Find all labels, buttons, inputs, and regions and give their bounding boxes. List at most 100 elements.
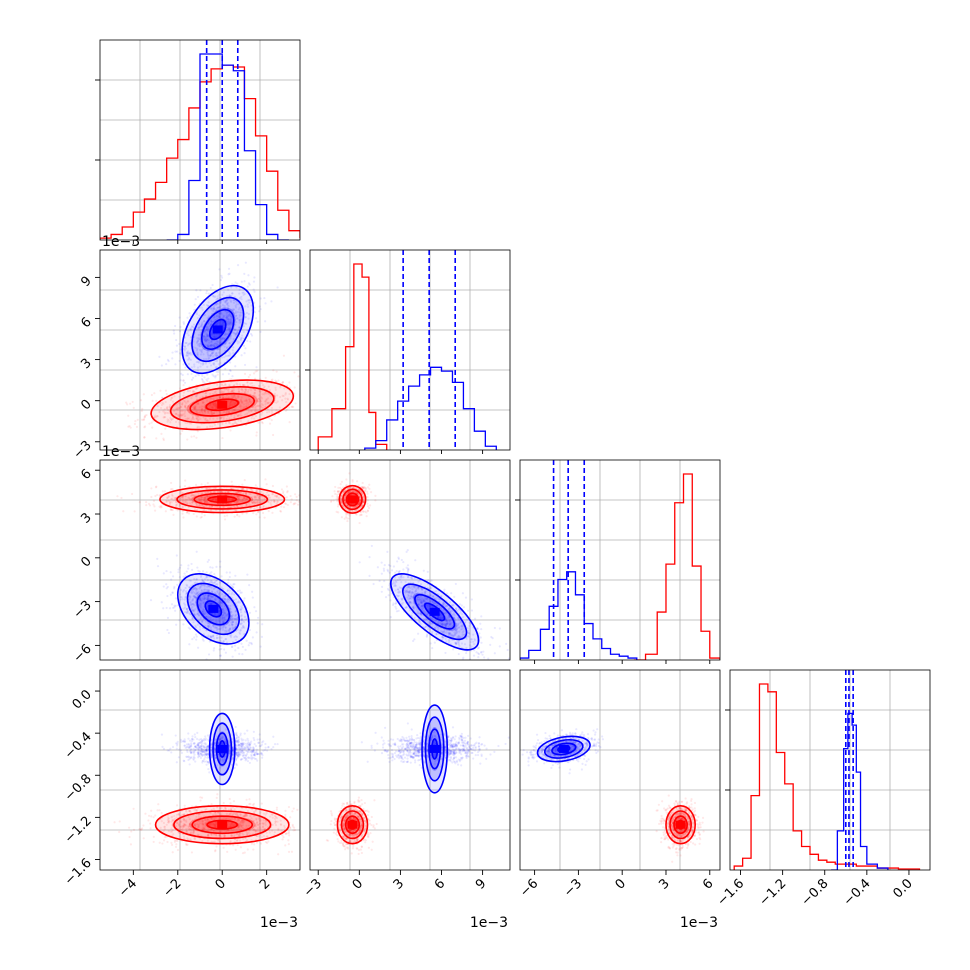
- scatter-point: [224, 598, 227, 601]
- scatter-point: [258, 389, 261, 393]
- scatter-point: [225, 629, 228, 632]
- scatter-point: [201, 597, 204, 600]
- scatter-point: [260, 381, 264, 384]
- scatter-point: [231, 292, 234, 295]
- scatter-point: [230, 615, 233, 618]
- scatter-point: [248, 283, 251, 286]
- scatter-point: [210, 595, 213, 598]
- scatter-point: [231, 410, 234, 413]
- scatter-point: [261, 406, 264, 409]
- scatter-point: [167, 409, 170, 412]
- scatter-point: [175, 813, 179, 816]
- scatter-point: [200, 750, 203, 753]
- scatter-point: [184, 595, 187, 598]
- scatter-point: [214, 497, 218, 500]
- scatter-point: [228, 813, 231, 816]
- scatter-point: [139, 828, 142, 831]
- scatter-point: [242, 815, 245, 818]
- scatter-point: [212, 362, 216, 365]
- scatter-point: [240, 742, 243, 745]
- scatter-point: [165, 500, 168, 503]
- scatter-point: [262, 828, 265, 831]
- scatter-point: [282, 836, 285, 839]
- scatter-point: [201, 395, 204, 398]
- scatter-point: [252, 753, 256, 756]
- scatter-point: [271, 511, 274, 514]
- scatter-point: [197, 825, 200, 829]
- scatter-point: [175, 403, 178, 406]
- scatter-point: [186, 511, 189, 514]
- scatter-point: [210, 339, 213, 342]
- scatter-point: [253, 606, 256, 609]
- scatter-point: [256, 759, 259, 762]
- scatter-point: [189, 579, 192, 582]
- scatter-point: [228, 592, 231, 595]
- scatter-point: [256, 369, 259, 372]
- scatter-point: [198, 348, 202, 352]
- scatter-point: [224, 806, 227, 809]
- scatter-point: [265, 491, 269, 494]
- scatter-point: [227, 391, 230, 394]
- scatter-point: [243, 497, 246, 500]
- scatter-point: [252, 288, 255, 291]
- scatter-point: [211, 402, 215, 405]
- scatter-point: [254, 830, 257, 833]
- scatter-point: [205, 487, 208, 490]
- scatter-point: [178, 825, 181, 828]
- scatter-point: [289, 827, 292, 830]
- scatter-point: [287, 842, 290, 846]
- scatter-point: [194, 593, 198, 596]
- scatter-point: [216, 306, 219, 309]
- scatter-point: [151, 399, 154, 403]
- scatter-point: [252, 810, 256, 813]
- scatter-point: [202, 744, 205, 747]
- scatter-point: [196, 833, 199, 836]
- scatter-point: [261, 741, 264, 744]
- scatter-point: [220, 636, 223, 639]
- scatter-point: [251, 500, 254, 503]
- contour-line: [159, 485, 286, 514]
- scatter-point: [241, 819, 244, 822]
- scatter-point: [228, 627, 232, 631]
- scatter-point: [209, 286, 212, 290]
- scatter-point: [244, 610, 247, 613]
- scatter-point: [219, 361, 222, 365]
- scatter-point: [228, 818, 231, 821]
- scatter-point: [280, 488, 284, 491]
- scatter-point: [228, 369, 232, 372]
- scatter-point: [227, 502, 231, 505]
- scatter-point: [304, 394, 306, 396]
- scatter-point: [192, 406, 195, 409]
- scatter-point: [210, 307, 213, 310]
- scatter-point: [197, 592, 200, 595]
- scatter-point: [221, 337, 225, 340]
- scatter-point: [222, 616, 225, 619]
- scatter-point: [251, 803, 254, 806]
- scatter-point: [190, 366, 193, 369]
- scatter-point: [229, 334, 233, 337]
- scatter-point: [272, 499, 275, 502]
- scatter-point: [245, 618, 249, 621]
- scatter-point: [205, 340, 208, 343]
- scatter-point: [201, 374, 204, 377]
- scatter-point: [247, 747, 250, 751]
- scatter-point: [239, 608, 242, 611]
- scatter-point: [261, 662, 263, 664]
- scatter-point: [246, 401, 250, 404]
- scatter-point: [216, 583, 219, 586]
- scatter-point: [184, 596, 187, 599]
- scatter-point: [199, 417, 202, 420]
- scatter-point: [206, 325, 209, 329]
- scatter-point: [330, 393, 332, 395]
- scatter-point: [236, 601, 240, 604]
- scatter-point: [237, 825, 240, 828]
- scatter-point: [207, 353, 210, 357]
- scatter-point: [302, 496, 304, 498]
- scatter-point: [223, 597, 226, 601]
- scatter-point: [223, 599, 226, 602]
- scatter-point: [245, 498, 249, 501]
- scatter-point: [215, 365, 218, 368]
- scatter-point: [212, 344, 215, 348]
- scatter-point: [215, 822, 218, 825]
- scatter-point: [188, 312, 191, 315]
